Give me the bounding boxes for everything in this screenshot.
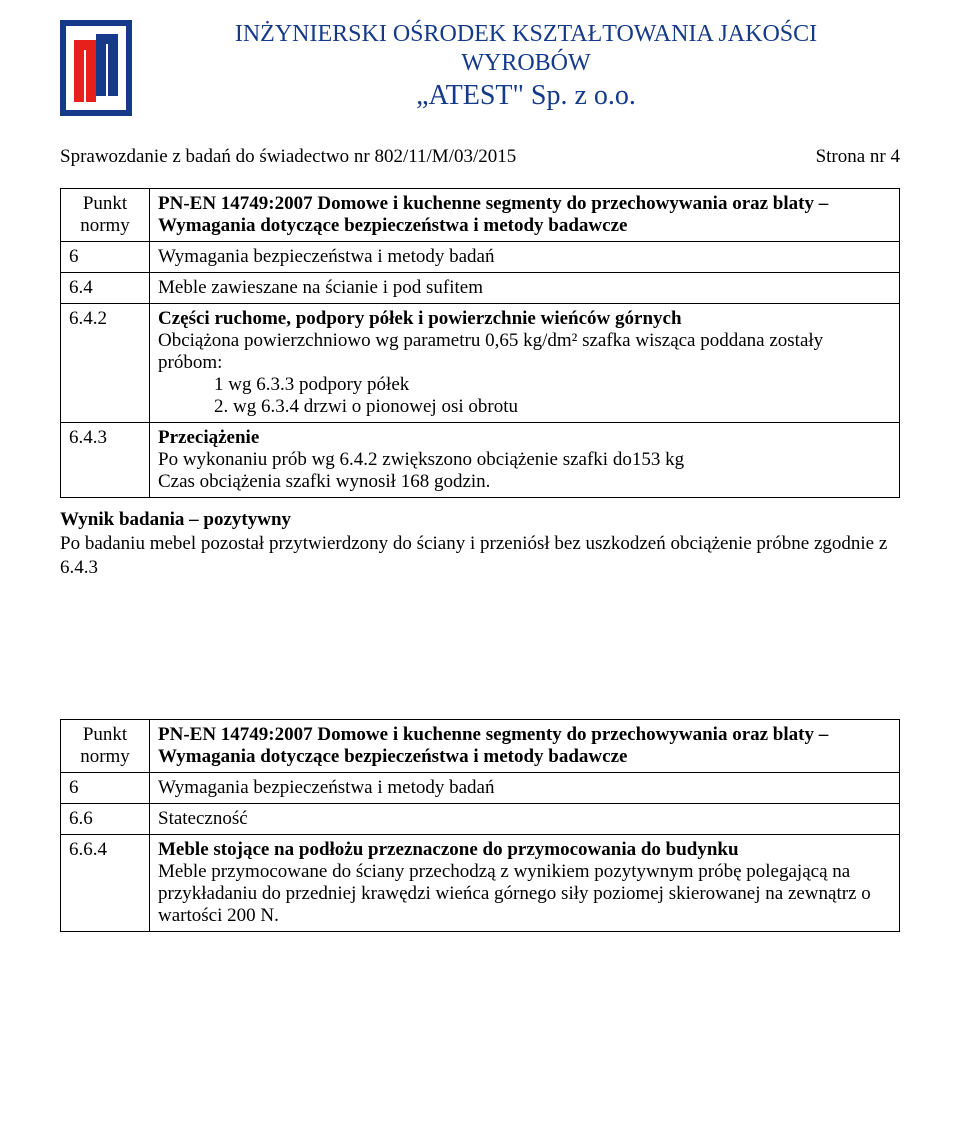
header-text: INŻYNIERSKI OŚRODEK KSZTAŁTOWANIA JAKOŚC… bbox=[152, 20, 900, 112]
table-row: 6 Wymagania bezpieczeństwa i metody bada… bbox=[61, 242, 900, 273]
clause-6-4-2-item2: 2. wg 6.3.4 drzwi o pionowej osi obrotu bbox=[158, 396, 891, 418]
result-title: Wynik badania – pozytywny bbox=[60, 509, 291, 530]
report-id: Sprawozdanie z badań do świadectwo nr 80… bbox=[60, 146, 516, 168]
org-name: „ATEST" Sp. z o.o. bbox=[152, 80, 900, 112]
cell-clause-6b-text: Wymagania bezpieczeństwa i metody badań bbox=[150, 773, 900, 804]
table-row: Punkt normy PN-EN 14749:2007 Domowe i ku… bbox=[61, 189, 900, 242]
cell-clause-6-text: Wymagania bezpieczeństwa i metody badań bbox=[150, 242, 900, 273]
table-row: 6.6.4 Meble stojące na podłożu przeznacz… bbox=[61, 835, 900, 932]
result-paragraph-1: Wynik badania – pozytywny Po badaniu meb… bbox=[60, 508, 900, 579]
table-row: 6.4 Meble zawieszane na ścianie i pod su… bbox=[61, 273, 900, 304]
result-body: Po badaniu mebel pozostał przytwierdzony… bbox=[60, 533, 887, 578]
cell-clause-6-4-text: Meble zawieszane na ścianie i pod sufite… bbox=[150, 273, 900, 304]
cell-clause-6-4-3-text: Przeciążenie Po wykonaniu prób wg 6.4.2 … bbox=[150, 423, 900, 498]
clause-6-4-2-title: Części ruchome, podpory półek i powierzc… bbox=[158, 308, 682, 329]
cell-clause-6-6-text: Stateczność bbox=[150, 804, 900, 835]
table-row: 6.6 Stateczność bbox=[61, 804, 900, 835]
cell-clause-6: 6 bbox=[61, 242, 150, 273]
org-title-line2: WYROBÓW bbox=[152, 49, 900, 78]
table-row: 6 Wymagania bezpieczeństwa i metody bada… bbox=[61, 773, 900, 804]
standards-table-1: Punkt normy PN-EN 14749:2007 Domowe i ku… bbox=[60, 188, 900, 498]
clause-6-4-3-title: Przeciążenie bbox=[158, 427, 259, 448]
clause-6-4-3-body2: Czas obciążenia szafki wynosił 168 godzi… bbox=[158, 471, 490, 492]
cell-standard-title-2: PN-EN 14749:2007 Domowe i kuchenne segme… bbox=[150, 720, 900, 773]
report-id-line: Sprawozdanie z badań do świadectwo nr 80… bbox=[60, 146, 900, 168]
table-row: 6.4.3 Przeciążenie Po wykonaniu prób wg … bbox=[61, 423, 900, 498]
cell-clause-6-6: 6.6 bbox=[61, 804, 150, 835]
table-row: Punkt normy PN-EN 14749:2007 Domowe i ku… bbox=[61, 720, 900, 773]
table-row: 6.4.2 Części ruchome, podpory półek i po… bbox=[61, 304, 900, 423]
cell-clause-6-4-2: 6.4.2 bbox=[61, 304, 150, 423]
standards-table-2: Punkt normy PN-EN 14749:2007 Domowe i ku… bbox=[60, 719, 900, 932]
cell-punkt-normy: Punkt normy bbox=[61, 189, 150, 242]
cell-clause-6-4: 6.4 bbox=[61, 273, 150, 304]
company-logo bbox=[60, 20, 132, 116]
clause-6-6-4-title: Meble stojące na podłożu przeznaczone do… bbox=[158, 839, 739, 860]
clause-6-4-2-item1: 1 wg 6.3.3 podpory półek bbox=[158, 374, 891, 396]
cell-clause-6-6-4-text: Meble stojące na podłożu przeznaczone do… bbox=[150, 835, 900, 932]
clause-6-4-2-body: Obciążona powierzchniowo wg parametru 0,… bbox=[158, 330, 823, 373]
cell-standard-title: PN-EN 14749:2007 Domowe i kuchenne segme… bbox=[150, 189, 900, 242]
cell-clause-6b: 6 bbox=[61, 773, 150, 804]
vertical-spacer bbox=[60, 639, 900, 719]
clause-6-4-3-body1: Po wykonaniu prób wg 6.4.2 zwiększono ob… bbox=[158, 449, 684, 470]
clause-6-6-4-body: Meble przymocowane do ściany przechodzą … bbox=[158, 861, 871, 926]
cell-clause-6-4-2-text: Części ruchome, podpory półek i powierzc… bbox=[150, 304, 900, 423]
cell-clause-6-4-3: 6.4.3 bbox=[61, 423, 150, 498]
page-number: Strona nr 4 bbox=[816, 146, 900, 168]
org-title-line1: INŻYNIERSKI OŚRODEK KSZTAŁTOWANIA JAKOŚC… bbox=[152, 20, 900, 49]
cell-clause-6-6-4: 6.6.4 bbox=[61, 835, 150, 932]
cell-punkt-normy-2: Punkt normy bbox=[61, 720, 150, 773]
document-header: INŻYNIERSKI OŚRODEK KSZTAŁTOWANIA JAKOŚC… bbox=[60, 20, 900, 116]
